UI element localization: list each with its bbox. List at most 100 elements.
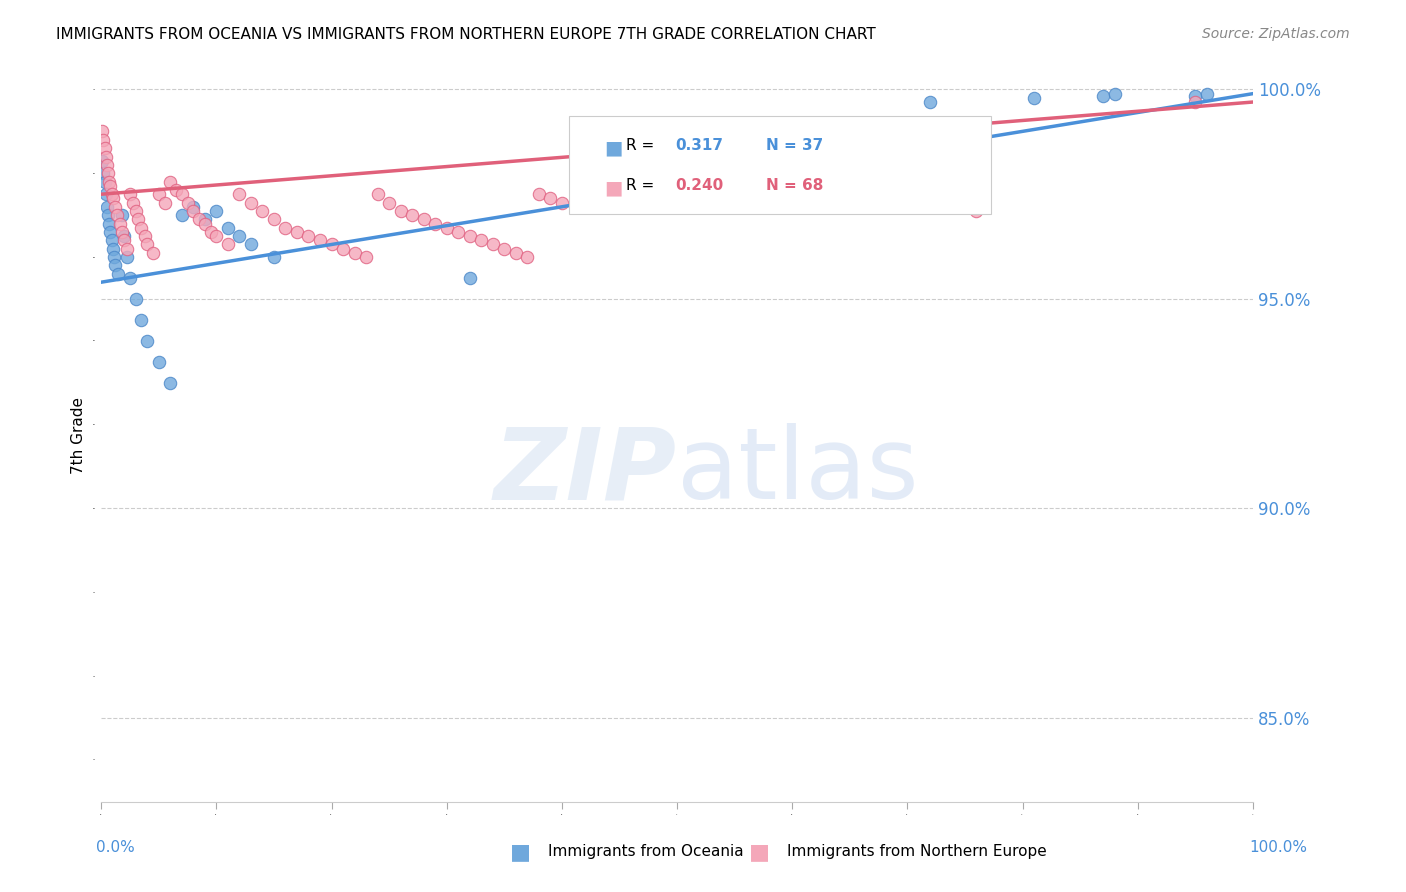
Immigrants from Northern Europe	[494, 242, 516, 256]
Immigrants from Oceania	[1022, 91, 1045, 105]
Immigrants from Northern Europe	[470, 233, 492, 247]
Immigrants from Oceania	[111, 208, 134, 222]
Immigrants from Northern Europe	[100, 187, 122, 202]
Immigrants from Northern Europe	[412, 212, 434, 227]
Text: N = 68: N = 68	[766, 178, 824, 194]
Immigrants from Northern Europe	[104, 200, 127, 214]
Immigrants from Oceania	[1184, 88, 1206, 103]
Immigrants from Northern Europe	[115, 242, 138, 256]
Immigrants from Northern Europe	[458, 229, 481, 244]
Text: Immigrants from Northern Europe: Immigrants from Northern Europe	[787, 845, 1047, 859]
Immigrants from Northern Europe	[239, 195, 262, 210]
Immigrants from Northern Europe	[769, 200, 792, 214]
Immigrants from Northern Europe	[93, 133, 115, 147]
Immigrants from Oceania	[91, 153, 114, 168]
Immigrants from Oceania	[1104, 87, 1126, 102]
Immigrants from Oceania	[263, 250, 285, 264]
Immigrants from Oceania	[194, 212, 217, 227]
Immigrants from Oceania	[97, 208, 120, 222]
Immigrants from Oceania	[100, 233, 122, 247]
Immigrants from Northern Europe	[527, 187, 550, 202]
Immigrants from Northern Europe	[93, 141, 115, 155]
Immigrants from Northern Europe	[354, 250, 377, 264]
Immigrants from Northern Europe	[321, 237, 343, 252]
Immigrants from Northern Europe	[96, 158, 118, 172]
Text: ■: ■	[749, 842, 769, 862]
Immigrants from Northern Europe	[125, 204, 148, 219]
Immigrants from Northern Europe	[170, 187, 193, 202]
Immigrants from Oceania	[94, 187, 117, 202]
Immigrants from Oceania	[115, 250, 138, 264]
Immigrants from Northern Europe	[551, 195, 574, 210]
Immigrants from Oceania	[170, 208, 193, 222]
Immigrants from Northern Europe	[516, 250, 538, 264]
Immigrants from Oceania	[159, 376, 181, 390]
Immigrants from Northern Europe	[118, 187, 141, 202]
Text: 0.317: 0.317	[675, 138, 723, 153]
Immigrants from Northern Europe	[188, 212, 211, 227]
Text: 0.0%: 0.0%	[96, 840, 135, 855]
Immigrants from Oceania	[101, 242, 124, 256]
Immigrants from Northern Europe	[111, 225, 134, 239]
Immigrants from Oceania	[125, 292, 148, 306]
Immigrants from Northern Europe	[101, 191, 124, 205]
Immigrants from Northern Europe	[481, 237, 503, 252]
Immigrants from Northern Europe	[159, 175, 181, 189]
Immigrants from Oceania	[131, 313, 153, 327]
Immigrants from Northern Europe	[538, 191, 561, 205]
Immigrants from Oceania	[181, 200, 204, 214]
Text: Immigrants from Oceania: Immigrants from Oceania	[548, 845, 744, 859]
Text: R =: R =	[626, 138, 659, 153]
Immigrants from Northern Europe	[200, 225, 222, 239]
Text: R =: R =	[626, 178, 659, 194]
Text: IMMIGRANTS FROM OCEANIA VS IMMIGRANTS FROM NORTHERN EUROPE 7TH GRADE CORRELATION: IMMIGRANTS FROM OCEANIA VS IMMIGRANTS FR…	[56, 27, 876, 42]
Immigrants from Oceania	[217, 220, 239, 235]
Immigrants from Oceania	[458, 271, 481, 285]
Immigrants from Northern Europe	[423, 217, 446, 231]
Text: ■: ■	[510, 842, 530, 862]
Immigrants from Oceania	[118, 271, 141, 285]
Text: Source: ZipAtlas.com: Source: ZipAtlas.com	[1202, 27, 1350, 41]
Immigrants from Northern Europe	[153, 195, 176, 210]
Immigrants from Northern Europe	[401, 208, 423, 222]
Immigrants from Northern Europe	[205, 229, 228, 244]
Immigrants from Northern Europe	[252, 204, 274, 219]
Immigrants from Northern Europe	[263, 212, 285, 227]
Immigrants from Northern Europe	[97, 166, 120, 180]
Immigrants from Northern Europe	[108, 217, 131, 231]
Immigrants from Oceania	[239, 237, 262, 252]
Immigrants from Northern Europe	[378, 195, 401, 210]
Immigrants from Oceania	[107, 267, 129, 281]
Immigrants from Northern Europe	[131, 220, 153, 235]
Immigrants from Northern Europe	[965, 204, 987, 219]
Text: ■: ■	[605, 178, 623, 197]
Immigrants from Northern Europe	[505, 245, 527, 260]
Immigrants from Northern Europe	[436, 220, 458, 235]
Immigrants from Northern Europe	[165, 183, 187, 197]
Immigrants from Oceania	[920, 95, 942, 109]
Immigrants from Oceania	[100, 225, 122, 239]
Immigrants from Oceania	[1195, 87, 1218, 102]
Immigrants from Northern Europe	[181, 204, 204, 219]
Text: ZIP: ZIP	[494, 424, 678, 520]
Immigrants from Northern Europe	[447, 225, 470, 239]
Immigrants from Northern Europe	[112, 233, 135, 247]
Immigrants from Northern Europe	[389, 204, 412, 219]
Immigrants from Northern Europe	[274, 220, 297, 235]
Immigrants from Northern Europe	[134, 229, 156, 244]
Immigrants from Northern Europe	[136, 237, 159, 252]
Immigrants from Northern Europe	[297, 229, 319, 244]
Text: 100.0%: 100.0%	[1250, 840, 1308, 855]
Text: 0.240: 0.240	[675, 178, 723, 194]
Immigrants from Northern Europe	[176, 195, 198, 210]
Immigrants from Northern Europe	[343, 245, 366, 260]
Immigrants from Oceania	[136, 334, 159, 348]
Immigrants from Northern Europe	[142, 245, 165, 260]
Immigrants from Oceania	[228, 229, 250, 244]
Y-axis label: 7th Grade: 7th Grade	[72, 397, 86, 474]
Immigrants from Oceania	[93, 166, 115, 180]
Immigrants from Oceania	[104, 259, 127, 273]
Immigrants from Oceania	[103, 250, 125, 264]
Immigrants from Northern Europe	[228, 187, 250, 202]
Immigrants from Northern Europe	[105, 208, 128, 222]
